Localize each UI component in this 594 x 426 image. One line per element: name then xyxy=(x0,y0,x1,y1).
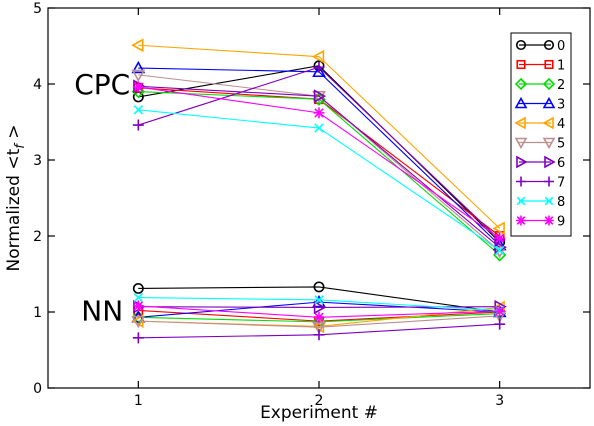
series-8-cpc-point-2 xyxy=(314,123,324,133)
legend: 0 1 2 3 4 5 6 7 8 9 xyxy=(510,32,572,237)
series-9-nn-point-2 xyxy=(313,311,325,323)
y-tick-label-4: 4 xyxy=(33,77,42,93)
y-tick-label-2: 2 xyxy=(33,229,42,245)
legend-label-8: 8 xyxy=(557,195,565,210)
x-axis-title: Experiment # xyxy=(260,403,378,423)
annotation-layer: CPC NN xyxy=(74,68,130,327)
legend-label-2: 2 xyxy=(557,78,565,93)
x-tick-label-2: 3 xyxy=(495,393,504,409)
series-6-nn-point-2 xyxy=(313,300,327,315)
x-tick-label-1: 2 xyxy=(315,393,324,409)
y-tick-label-3: 3 xyxy=(33,153,42,169)
y-axis-title-main: Normalized <t xyxy=(4,148,24,271)
series-9-cpc-point-1 xyxy=(132,81,144,93)
legend-label-4: 4 xyxy=(557,117,565,132)
series-9-cpc-point-3 xyxy=(494,232,506,244)
legend-marker-5-a xyxy=(514,137,528,150)
y-tick-label-1: 1 xyxy=(33,305,42,321)
series-0-nn-point-2 xyxy=(313,281,325,293)
series-5-nn-point-1 xyxy=(131,315,146,329)
legend-box xyxy=(510,32,572,237)
series-9-cpc-point-2 xyxy=(313,107,325,119)
series-0-nn-line xyxy=(138,286,500,313)
legend-marker-8-a xyxy=(516,196,526,206)
legend-marker-6-b xyxy=(544,155,556,169)
y-axis-title-end: > xyxy=(4,125,24,145)
annotation-cpc: CPC xyxy=(74,68,130,101)
series-9-nn-point-3 xyxy=(494,305,506,317)
series-4-cpc-line xyxy=(138,44,501,229)
legend-label-6: 6 xyxy=(557,156,565,171)
legend-label-1: 1 xyxy=(557,59,565,74)
series-5-cpc-point-2 xyxy=(312,90,326,104)
y-tick-label-0: 0 xyxy=(33,381,42,397)
series-7-nn-point-3 xyxy=(494,318,506,330)
series-8-cpc-point-3 xyxy=(494,245,505,256)
y-axis-title: Normalized <tf > xyxy=(4,125,28,272)
x-tick-label-0: 1 xyxy=(134,393,143,409)
legend-marker-9-b xyxy=(544,215,554,226)
series-3-nn-line xyxy=(138,301,500,318)
legend-marker-0-b xyxy=(543,39,555,51)
series-3-cpc-point-2 xyxy=(312,64,326,78)
series-5-nn-line xyxy=(138,315,500,328)
series-7-nn-point-2 xyxy=(313,329,325,341)
series-7-cpc-point-2 xyxy=(313,61,325,73)
legend-marker-3-b xyxy=(542,96,556,109)
series-4-cpc-point-3 xyxy=(492,221,505,236)
series-6-cpc-point-2 xyxy=(313,89,327,104)
series-4-cpc-point-2 xyxy=(311,49,325,64)
y-axis-title-subscript: f xyxy=(13,142,28,149)
series-8-nn-point-1 xyxy=(133,292,144,303)
legend-marker-1-b xyxy=(544,59,554,70)
series-9-nn-point-1 xyxy=(132,300,144,312)
legend-marker-7-a xyxy=(516,176,526,187)
legend-label-5: 5 xyxy=(557,137,565,152)
legend-marker-2-a xyxy=(514,77,528,91)
legend-marker-1-a xyxy=(516,59,526,70)
legend-marker-4-b xyxy=(542,116,554,130)
legend-marker-6-a xyxy=(516,155,528,169)
legend-label-7: 7 xyxy=(557,176,565,191)
ticks-layer: 0 1 2 3 4 5 1 2 3 xyxy=(33,1,590,409)
series-4-cpc-point-1 xyxy=(131,38,144,53)
legend-marker-2-b xyxy=(542,77,556,91)
legend-label-0: 0 xyxy=(557,39,565,54)
legend-marker-5-b xyxy=(542,137,556,150)
series-8-cpc-point-1 xyxy=(133,105,144,115)
series-0-nn-point-1 xyxy=(132,282,144,294)
annotation-nn: NN xyxy=(81,294,123,327)
legend-marker-8-b xyxy=(544,196,554,206)
legend-label-3: 3 xyxy=(557,98,565,113)
legend-marker-9-a xyxy=(516,215,526,226)
legend-marker-7-b xyxy=(544,176,554,187)
series-7-nn-point-1 xyxy=(132,332,144,344)
series-7-cpc-point-1 xyxy=(132,119,144,131)
legend-marker-3-a xyxy=(514,96,528,109)
series-8-nn-point-2 xyxy=(314,295,324,305)
legend-marker-4-a xyxy=(514,116,526,130)
marks-layer xyxy=(131,38,507,344)
series-8-cpc-line xyxy=(138,109,500,251)
series-5-cpc-point-1 xyxy=(131,69,146,83)
series-3-cpc-point-1 xyxy=(131,60,146,74)
legend-label-9: 9 xyxy=(557,215,565,230)
y-tick-label-5: 5 xyxy=(33,1,42,17)
legend-marker-0-a xyxy=(515,39,527,51)
